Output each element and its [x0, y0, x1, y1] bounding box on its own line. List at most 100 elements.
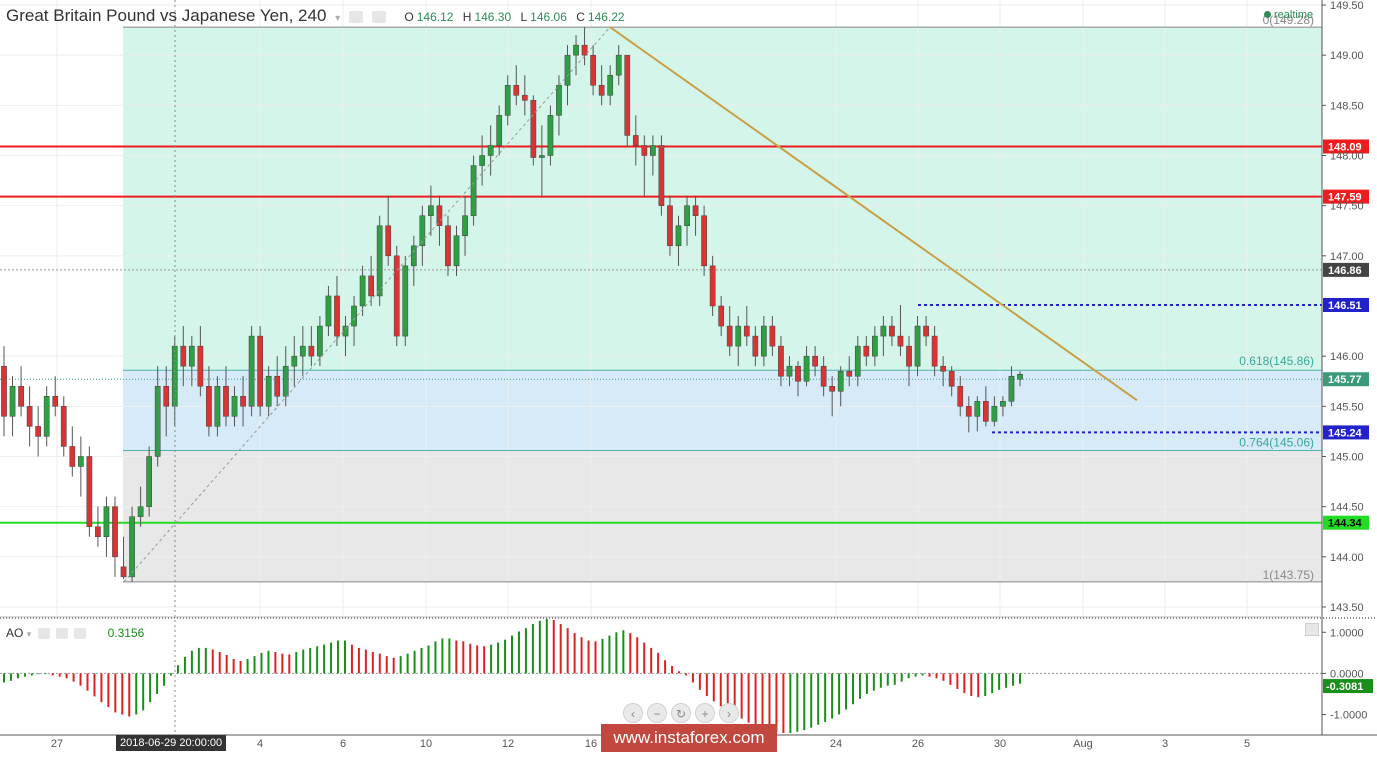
candle[interactable]: [112, 506, 118, 558]
candle[interactable]: [504, 85, 511, 116]
candle[interactable]: [77, 456, 84, 467]
candle[interactable]: [795, 365, 801, 382]
candle[interactable]: [376, 225, 383, 297]
candle[interactable]: [487, 145, 494, 156]
candle[interactable]: [86, 456, 93, 527]
candle[interactable]: [641, 145, 648, 156]
candle[interactable]: [650, 145, 656, 156]
candle[interactable]: [470, 165, 477, 216]
candle[interactable]: [632, 135, 639, 146]
candle[interactable]: [957, 386, 964, 407]
indicator-name[interactable]: AO: [6, 626, 24, 640]
candle[interactable]: [1017, 373, 1023, 380]
candle[interactable]: [9, 386, 16, 417]
indicator-settings-icon[interactable]: [37, 628, 50, 640]
candle[interactable]: [120, 566, 127, 578]
candle[interactable]: [812, 355, 818, 367]
candle[interactable]: [530, 100, 537, 158]
candle[interactable]: [402, 265, 409, 337]
candle[interactable]: [607, 74, 614, 96]
watermark[interactable]: www.instaforex.com: [601, 724, 777, 752]
candle[interactable]: [598, 85, 605, 96]
candle[interactable]: [103, 506, 110, 537]
candle[interactable]: [573, 44, 579, 56]
candle[interactable]: [43, 396, 50, 437]
candle[interactable]: [188, 345, 195, 367]
candle[interactable]: [709, 265, 716, 307]
candle[interactable]: [18, 386, 24, 407]
candle[interactable]: [496, 115, 503, 146]
candle[interactable]: [69, 446, 76, 467]
candle[interactable]: [35, 426, 42, 437]
candle[interactable]: [1008, 375, 1015, 402]
candle[interactable]: [410, 245, 417, 267]
candle[interactable]: [334, 295, 340, 337]
candle[interactable]: [428, 205, 434, 216]
indicator-chevron-down-icon[interactable]: ▾: [26, 629, 32, 639]
candle[interactable]: [60, 406, 67, 447]
candle[interactable]: [931, 335, 938, 367]
visibility-icon[interactable]: [371, 10, 386, 23]
candle[interactable]: [692, 205, 699, 216]
candle[interactable]: [393, 255, 400, 337]
candle[interactable]: [897, 335, 904, 347]
candle[interactable]: [513, 85, 520, 96]
maximize-pane-icon[interactable]: [1305, 623, 1319, 636]
candle[interactable]: [675, 225, 682, 247]
candle[interactable]: [299, 345, 306, 357]
scroll-left-icon[interactable]: ‹: [623, 703, 643, 723]
candle[interactable]: [248, 335, 255, 407]
fib-anchor-line[interactable]: [123, 26, 611, 583]
candle[interactable]: [26, 406, 33, 427]
candle[interactable]: [863, 345, 870, 357]
candle[interactable]: [223, 386, 229, 417]
candle[interactable]: [982, 401, 989, 422]
candle[interactable]: [231, 396, 238, 417]
candle[interactable]: [735, 325, 742, 347]
candle[interactable]: [325, 295, 332, 327]
trendline[interactable]: [609, 26, 1138, 402]
candle[interactable]: [95, 526, 101, 537]
candle[interactable]: [547, 115, 554, 156]
candle[interactable]: [854, 345, 861, 377]
candle[interactable]: [743, 325, 750, 337]
reset-icon[interactable]: ↻: [671, 703, 691, 723]
candle[interactable]: [359, 275, 366, 307]
candle[interactable]: [1, 365, 7, 417]
candle[interactable]: [274, 375, 281, 397]
candle[interactable]: [820, 365, 827, 387]
candle[interactable]: [282, 365, 289, 397]
indicator-close-icon[interactable]: [74, 628, 87, 640]
candle[interactable]: [684, 205, 690, 226]
candle[interactable]: [436, 205, 443, 226]
candle[interactable]: [786, 365, 793, 377]
settings-icon[interactable]: [348, 10, 363, 23]
candle[interactable]: [590, 54, 596, 86]
candle[interactable]: [846, 370, 853, 377]
candle[interactable]: [658, 145, 665, 206]
candle[interactable]: [419, 215, 426, 247]
candle[interactable]: [906, 345, 912, 367]
candle[interactable]: [581, 44, 588, 56]
candle[interactable]: [701, 215, 707, 267]
candle[interactable]: [265, 375, 272, 407]
candle[interactable]: [889, 325, 895, 337]
chevron-down-icon[interactable]: ▾: [335, 13, 341, 24]
candle[interactable]: [624, 54, 631, 136]
candle[interactable]: [214, 386, 221, 427]
candle[interactable]: [872, 335, 878, 357]
candle[interactable]: [829, 386, 836, 392]
candle[interactable]: [445, 225, 451, 267]
candle[interactable]: [257, 335, 263, 407]
candle[interactable]: [197, 345, 204, 387]
scroll-right-icon[interactable]: ›: [719, 703, 739, 723]
candle[interactable]: [803, 355, 810, 382]
candle[interactable]: [880, 325, 887, 337]
candle[interactable]: [667, 205, 673, 247]
candle[interactable]: [914, 325, 921, 367]
candle[interactable]: [974, 401, 981, 417]
candle[interactable]: [761, 325, 767, 357]
candle[interactable]: [752, 335, 759, 357]
